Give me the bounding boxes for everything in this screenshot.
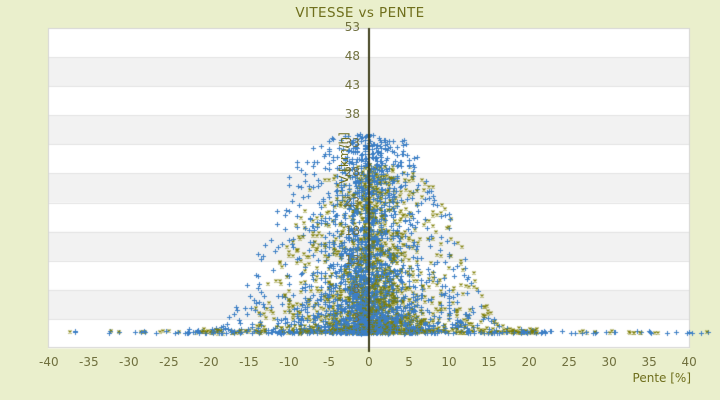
chart-title: VITESSE vs PENTE (295, 5, 425, 21)
y-tick-label: 23 (344, 194, 360, 209)
x-tick-label: 40 (681, 355, 697, 369)
y-tick-label: 38 (344, 107, 360, 122)
x-tick-label: 35 (641, 355, 657, 369)
x-tick-label: -15 (239, 355, 259, 369)
x-tick-label: -10 (279, 355, 299, 369)
x-tick-label: 5 (405, 355, 413, 369)
y-tick-label: 48 (344, 49, 360, 64)
x-tick-label: 30 (601, 355, 617, 369)
y-axis-title: V [km/h] (337, 132, 351, 184)
x-tick-label: -40 (38, 355, 59, 369)
x-tick-label: -5 (322, 355, 335, 369)
x-axis-title: Pente [%] (632, 371, 691, 385)
x-tick-label: -25 (159, 355, 179, 369)
x-tick-label: 15 (481, 355, 497, 369)
y-tick-label: 13 (344, 252, 360, 267)
x-tick-label: -35 (79, 355, 99, 369)
y-tick-label: 28 (344, 165, 360, 180)
x-tick-label: 10 (441, 355, 457, 369)
x-tick-label: 25 (561, 355, 577, 369)
y-tick-label: 43 (344, 78, 360, 93)
x-tick-label: 20 (521, 355, 537, 369)
y-tick-label: 18 (344, 223, 360, 238)
y-tick-label: 33 (344, 136, 360, 151)
x-tick-label: -20 (199, 355, 219, 369)
y-tick-label: 53 (344, 20, 360, 34)
x-tick-label: -30 (119, 355, 139, 369)
y-tick-label: 3 (352, 310, 360, 325)
y-tick-label: 8 (352, 281, 360, 296)
x-tick-label: 0 (365, 355, 373, 369)
